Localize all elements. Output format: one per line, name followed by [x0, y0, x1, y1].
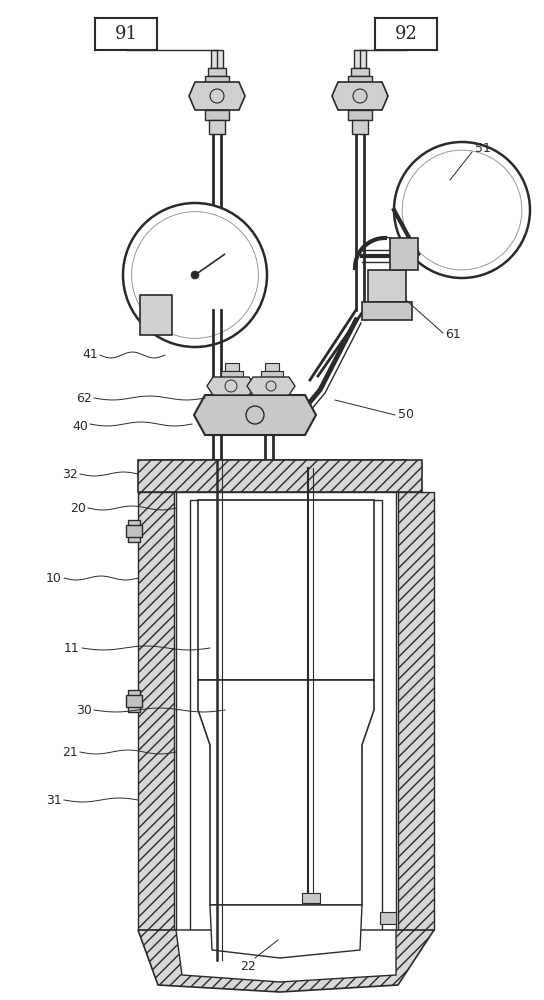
- Bar: [351, 68, 369, 76]
- Text: 22: 22: [240, 960, 256, 973]
- Text: 62: 62: [76, 391, 92, 404]
- Text: 10: 10: [46, 572, 62, 584]
- Polygon shape: [247, 377, 295, 395]
- Text: 40: 40: [72, 420, 88, 432]
- Text: 61: 61: [445, 328, 461, 342]
- Bar: [368, 270, 406, 302]
- Bar: [211, 50, 223, 68]
- Bar: [128, 520, 140, 542]
- Polygon shape: [210, 905, 362, 958]
- Bar: [348, 110, 372, 120]
- Bar: [140, 295, 172, 335]
- Bar: [265, 363, 279, 371]
- Text: 92: 92: [394, 25, 417, 43]
- Bar: [225, 363, 239, 371]
- Bar: [354, 50, 366, 68]
- Bar: [198, 500, 374, 680]
- Bar: [126, 695, 142, 707]
- Bar: [205, 110, 229, 120]
- Polygon shape: [176, 930, 396, 982]
- Text: 51: 51: [475, 141, 491, 154]
- Bar: [126, 525, 142, 537]
- Text: 20: 20: [70, 502, 86, 514]
- Circle shape: [394, 142, 530, 278]
- Polygon shape: [207, 377, 255, 395]
- Bar: [380, 912, 396, 924]
- Polygon shape: [189, 82, 245, 110]
- Circle shape: [191, 271, 199, 279]
- Bar: [176, 492, 396, 930]
- Bar: [375, 18, 437, 50]
- Bar: [95, 18, 157, 50]
- Text: 31: 31: [46, 794, 62, 806]
- Bar: [398, 492, 434, 930]
- Bar: [362, 302, 412, 320]
- Bar: [190, 500, 382, 930]
- Bar: [221, 371, 243, 377]
- Text: 91: 91: [114, 25, 138, 43]
- Bar: [128, 690, 140, 712]
- Bar: [261, 371, 283, 377]
- Polygon shape: [198, 680, 374, 905]
- Text: 11: 11: [64, 642, 80, 654]
- Bar: [150, 460, 406, 492]
- Bar: [138, 492, 174, 930]
- Bar: [352, 120, 368, 134]
- Bar: [348, 76, 372, 82]
- Polygon shape: [194, 395, 316, 435]
- Bar: [205, 76, 229, 82]
- Bar: [390, 238, 418, 270]
- Text: 21: 21: [62, 746, 78, 758]
- Bar: [209, 120, 225, 134]
- Bar: [302, 893, 320, 903]
- Polygon shape: [332, 82, 388, 110]
- Text: 30: 30: [76, 704, 92, 716]
- Text: 41: 41: [82, 349, 98, 361]
- Text: 32: 32: [62, 468, 78, 481]
- Bar: [208, 68, 226, 76]
- Bar: [138, 460, 422, 492]
- Circle shape: [123, 203, 267, 347]
- Text: 50: 50: [398, 408, 414, 422]
- Polygon shape: [138, 930, 434, 992]
